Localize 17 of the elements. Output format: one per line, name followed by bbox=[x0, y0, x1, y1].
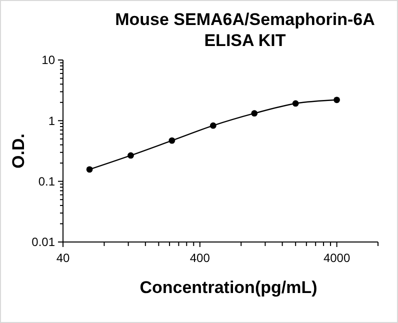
y-tick-label: 10 bbox=[42, 53, 56, 68]
y-tick-label: 1 bbox=[48, 114, 56, 128]
point bbox=[86, 166, 93, 173]
y-tick-label: 0.01 bbox=[32, 235, 56, 250]
point bbox=[210, 122, 216, 129]
x-tick-label: 400 bbox=[190, 251, 210, 265]
point bbox=[334, 96, 340, 104]
chart-title: Mouse SEMA6A/Semaphorin-6A ELISA KIT bbox=[115, 10, 375, 50]
point bbox=[168, 137, 176, 144]
x-tick-label: 40 bbox=[56, 251, 70, 265]
x-axis-title: Concentration(pg/mL) bbox=[140, 278, 318, 297]
y-tick-label: 0.1 bbox=[38, 174, 56, 189]
y-axis-title: O.D. bbox=[9, 134, 28, 168]
point bbox=[128, 152, 134, 159]
x-tick-label: 4000 bbox=[323, 251, 350, 265]
point bbox=[292, 100, 299, 107]
point bbox=[251, 110, 258, 117]
